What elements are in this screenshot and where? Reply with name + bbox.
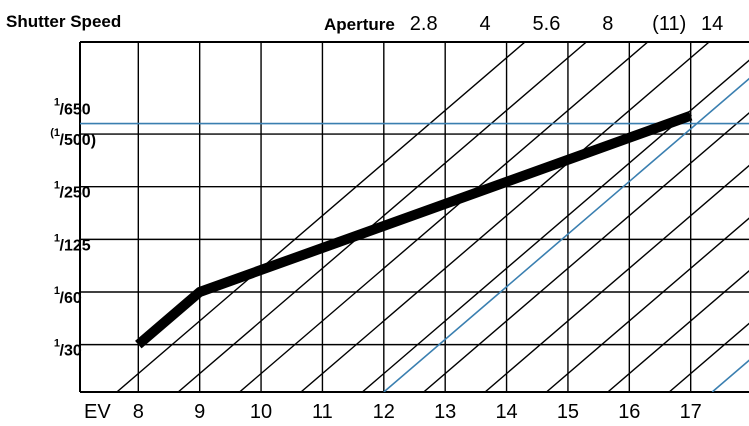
grid-layer <box>79 41 749 393</box>
speed-tick-denominator: 500) <box>64 132 96 149</box>
aperture-diagonal-line <box>546 217 749 392</box>
aperture-diagonal-line <box>239 42 649 392</box>
program-line-point <box>689 114 692 117</box>
speed-tick-slash: / <box>60 185 65 202</box>
aperture-diagonal-line <box>361 59 749 392</box>
ev-tick-label: 8 <box>133 401 144 423</box>
speed-tick-numerator: 1 <box>54 285 60 297</box>
aperture-diagonal-line <box>300 42 710 392</box>
ev-tick-label: 9 <box>194 401 205 423</box>
ev-tick-label: 15 <box>557 401 579 423</box>
speed-tick-slash: / <box>60 101 65 118</box>
speed-tick-slash: / <box>60 132 65 149</box>
aperture-diagonal-line <box>668 322 749 392</box>
aperture-tick-label: 8 <box>602 13 613 35</box>
label-layer: Shutter Speed Aperture EV 8 9 10 11 12 13 14 15… <box>6 12 723 423</box>
aperture-axis-title: Aperture <box>324 15 395 34</box>
program-line-series <box>135 110 693 349</box>
speed-tick-denominator: 650 <box>64 101 91 118</box>
aperture-diagonal-line <box>116 42 526 392</box>
speed-tick-denominator: 30 <box>64 343 82 360</box>
ev-tick-label: 13 <box>434 401 456 423</box>
ev-tick-label: 12 <box>373 401 395 423</box>
y-axis-title: Shutter Speed <box>6 12 121 31</box>
aperture-tick-label: 5.6 <box>533 13 561 35</box>
ev-tick-label: 14 <box>495 401 517 423</box>
ev-tick-label: 10 <box>250 401 272 423</box>
aperture-diagonal-line <box>177 42 587 392</box>
speed-tick-numerator: 1 <box>54 232 60 244</box>
aperture-tick-label: 2.8 <box>410 13 438 35</box>
speed-tick-denominator: 60 <box>64 290 82 307</box>
speed-tick-slash: / <box>60 290 65 307</box>
aperture-tick-label: 14 <box>701 13 723 35</box>
aperture-diagonal-line <box>607 270 749 392</box>
reference-diagonal-line <box>383 77 749 392</box>
speed-tick-numerator: 1 <box>54 96 60 108</box>
aperture-tick-label: (11) <box>652 13 686 35</box>
aperture-diagonal-line <box>423 112 749 392</box>
x-axis-title: EV <box>84 401 111 423</box>
speed-tick-slash: / <box>60 237 65 254</box>
program-line-point <box>137 343 140 346</box>
ev-tick-label: 17 <box>680 401 702 423</box>
diagonal-lines-layer <box>116 42 749 392</box>
program-line-point <box>198 291 201 293</box>
aperture-diagonal-line <box>484 164 749 392</box>
ev-tick-label: 16 <box>618 401 640 423</box>
speed-tick-numerator: 1 <box>54 338 60 350</box>
speed-tick-numerator: (1 <box>50 127 60 139</box>
speed-tick-denominator: 125 <box>64 237 91 254</box>
aperture-tick-label: 4 <box>480 13 491 35</box>
series-layer <box>135 110 693 349</box>
speed-tick-numerator: 1 <box>54 180 60 192</box>
reference-lines-layer <box>80 77 749 392</box>
ev-tick-label: 11 <box>312 401 333 423</box>
speed-tick-denominator: 250 <box>64 185 91 202</box>
speed-tick-slash: / <box>60 343 65 360</box>
